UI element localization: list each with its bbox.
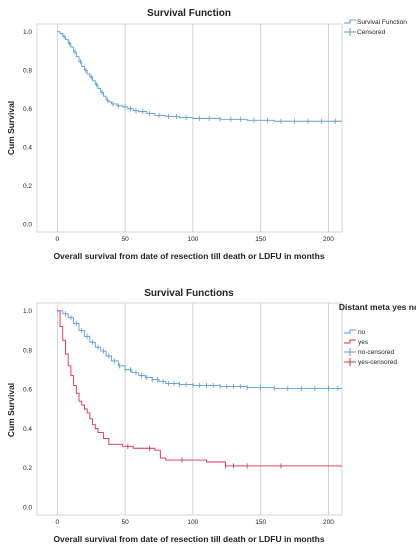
- legend-censored-label: Censored: [357, 29, 386, 36]
- chart-2-tick-labels: 0 50 100 150 200 0.0 0.2 0.4 0.6 0.8 1.0: [23, 308, 334, 526]
- x-tick-label: 100: [187, 236, 198, 243]
- y-tick-label: 0.6: [23, 387, 32, 394]
- x-tick-label: 200: [323, 519, 334, 526]
- chart-2-legend: Distant meta yes no no yes no-censored y…: [339, 302, 416, 366]
- chart-2-y-axis-label: Cum Survival: [6, 383, 16, 437]
- chart-1-y-axis-label: Cum Survival: [6, 101, 16, 155]
- legend-yes-label: yes: [358, 339, 369, 346]
- y-tick-label: 0.4: [23, 426, 32, 433]
- legend-survival-function-label: Survival Function: [357, 19, 407, 26]
- legend-title: Distant meta yes no: [339, 302, 416, 312]
- chart-1-title: Survival Function: [147, 8, 231, 19]
- legend-yes-swatch: [344, 339, 356, 344]
- x-tick-label: 50: [121, 519, 129, 526]
- y-tick-label: 1.0: [23, 308, 32, 315]
- chart-2: 0 50 100 150 200 0.0 0.2 0.4 0.6 0.8 1.0 Survival …: [6, 288, 416, 544]
- y-tick-label: 0.2: [23, 465, 32, 472]
- y-tick-label: 0.8: [23, 67, 32, 74]
- x-tick-label: 150: [255, 519, 266, 526]
- chart-1-series-group: [57, 31, 342, 124]
- x-tick-label: 100: [187, 519, 198, 526]
- x-tick-label: 0: [56, 519, 60, 526]
- chart-1-legend: Survival Function Censored: [344, 19, 407, 36]
- y-tick-label: 0.0: [23, 221, 32, 228]
- series-yes-step-line: [57, 310, 342, 467]
- legend-survival-function-swatch: [344, 19, 356, 24]
- x-tick-label: 150: [255, 236, 266, 243]
- legend-yes-censored-label: yes-censored: [358, 359, 397, 366]
- y-tick-label: 0.2: [23, 183, 32, 190]
- legend-no-censored-label: no-censored: [358, 349, 395, 356]
- series-survival-function-step-line: [57, 31, 342, 122]
- y-tick-label: 0.0: [23, 504, 32, 511]
- legend-no-swatch: [344, 329, 356, 334]
- y-tick-label: 0.4: [23, 144, 32, 151]
- y-tick-label: 0.8: [23, 347, 32, 354]
- chart-1-x-axis-label: Overall survival from date of resection …: [53, 251, 324, 261]
- chart-1-tick-labels: 0 50 100 150 200 0.0 0.2 0.4 0.6 0.8 1.0: [23, 29, 334, 243]
- chart-1: 0 50 100 150 200 0.0 0.2 0.4 0.6 0.8 1.0 Survival …: [6, 8, 407, 261]
- y-tick-label: 1.0: [23, 29, 32, 36]
- legend-no-label: no: [358, 329, 366, 336]
- legend-yes-censored-swatch: [344, 358, 356, 366]
- x-tick-label: 200: [323, 236, 334, 243]
- chart-2-title: Survival Functions: [144, 288, 234, 299]
- chart-1-plot-area: [36, 23, 343, 233]
- chart-2-series-group: [57, 310, 342, 469]
- chart-2-plot-area: [36, 302, 343, 516]
- chart-1-gridlines: [56, 24, 329, 232]
- y-tick-label: 0.6: [23, 106, 32, 113]
- x-tick-label: 50: [121, 236, 129, 243]
- chart-2-x-axis-label: Overall survival from date of resection …: [53, 534, 324, 544]
- legend-censored-swatch: [344, 28, 356, 36]
- chart-2-gridlines: [56, 303, 329, 515]
- legend-no-censored-swatch: [344, 348, 356, 356]
- x-tick-label: 0: [56, 236, 60, 243]
